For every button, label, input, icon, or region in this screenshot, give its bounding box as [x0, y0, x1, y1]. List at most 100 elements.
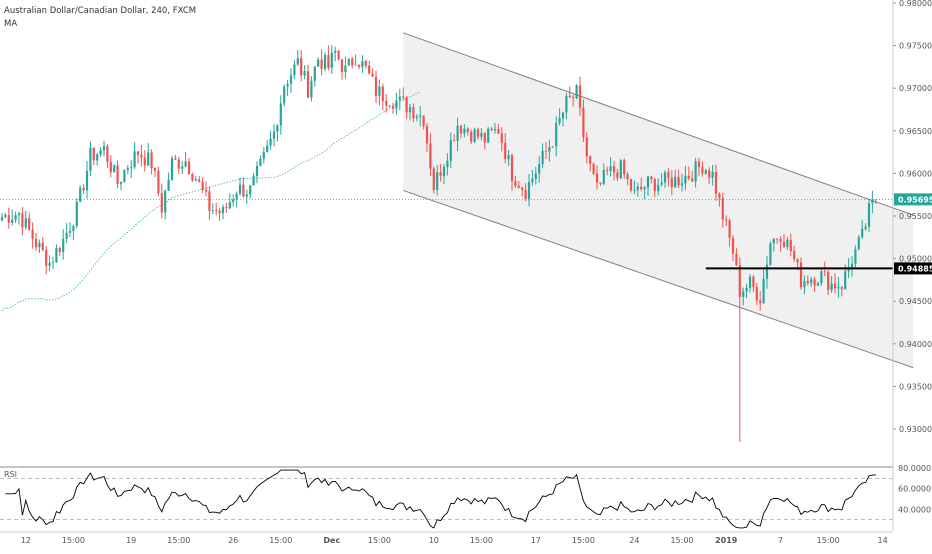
candle-body — [871, 199, 874, 204]
candle — [306, 64, 310, 99]
candle-body — [374, 76, 378, 96]
candle-body — [680, 183, 684, 186]
candle — [259, 155, 262, 167]
candle-body — [14, 215, 17, 220]
candle-body — [126, 168, 129, 170]
candle — [694, 157, 697, 188]
candle — [487, 126, 490, 144]
rsi-pane: RSI — [0, 466, 893, 529]
candle — [504, 133, 507, 164]
candle — [340, 59, 344, 80]
candle-body — [177, 159, 180, 169]
candle-body — [786, 239, 789, 247]
candle — [116, 160, 119, 189]
candle — [429, 133, 432, 177]
candle — [578, 76, 582, 116]
current-price-tag: 0.95695 — [894, 193, 932, 206]
candle — [85, 160, 89, 199]
candle-body — [483, 133, 486, 143]
candle-body — [191, 173, 194, 181]
candle — [89, 141, 92, 177]
candle — [568, 86, 571, 99]
candle-body — [153, 168, 157, 171]
candle-body — [357, 64, 361, 67]
time-axis-label: Dec — [323, 536, 340, 545]
candle-body — [725, 219, 728, 221]
candle — [408, 104, 412, 121]
candle — [497, 123, 500, 135]
candle-body — [534, 173, 537, 179]
candle — [789, 233, 792, 257]
price-tag-label: 0.94885 — [898, 264, 932, 273]
candle — [198, 175, 201, 183]
candle — [167, 172, 170, 191]
price-tag-box — [894, 193, 932, 206]
candle — [106, 144, 109, 168]
candle-body — [820, 271, 823, 284]
candle — [126, 164, 129, 175]
candle-body — [803, 280, 806, 288]
candle — [534, 166, 537, 185]
candle-body — [337, 50, 340, 60]
candle-body — [446, 160, 449, 167]
candle-body — [170, 158, 174, 180]
candle-body — [113, 165, 116, 173]
candle-body — [813, 279, 816, 286]
indicator-label[interactable]: MA — [4, 19, 18, 29]
price-axis-label: 0.95500 — [899, 212, 932, 221]
candle — [14, 211, 17, 223]
candle — [28, 212, 31, 232]
candle — [864, 223, 867, 231]
candle-body — [211, 210, 214, 211]
candle-body — [255, 165, 259, 176]
candle — [272, 124, 276, 147]
candle-body — [718, 193, 721, 198]
candle-body — [119, 181, 123, 184]
candle-body — [544, 150, 548, 152]
candle-body — [769, 243, 772, 265]
candle — [510, 153, 514, 191]
candle — [606, 166, 609, 176]
candle-body — [643, 187, 646, 190]
candle-body — [548, 147, 551, 152]
candle — [0, 212, 4, 222]
candle — [735, 248, 738, 267]
candle — [490, 127, 493, 132]
candle — [786, 236, 789, 250]
candle — [320, 49, 323, 76]
candle-body — [653, 179, 656, 192]
candle-body — [646, 176, 650, 188]
candle — [184, 151, 187, 168]
candle-body — [361, 61, 364, 67]
candle — [58, 246, 61, 256]
candle-body — [269, 138, 272, 146]
candle — [170, 155, 174, 182]
candle-body — [782, 241, 786, 247]
price-axis-label: 0.95000 — [899, 255, 932, 264]
rsi-label: RSI — [4, 470, 17, 479]
candle — [327, 45, 330, 71]
candle — [109, 155, 112, 178]
candle-body — [351, 58, 354, 66]
candle-body — [181, 166, 184, 169]
candle-body — [17, 213, 21, 216]
candle-body — [55, 248, 58, 263]
candle-body — [677, 176, 680, 186]
candle-body — [75, 201, 78, 226]
candle-body — [279, 103, 282, 126]
candle-body — [755, 287, 758, 301]
candle-body — [242, 184, 245, 197]
candle-body — [334, 50, 337, 53]
candle — [871, 190, 874, 214]
candle — [463, 124, 466, 138]
price-axis-label: 0.93500 — [899, 382, 932, 391]
candle-body — [385, 100, 388, 106]
candle-body — [697, 161, 701, 168]
candle-body — [640, 186, 643, 190]
candle-body — [670, 178, 673, 188]
candle — [405, 95, 408, 120]
candle — [646, 175, 650, 196]
candle — [677, 169, 680, 188]
candle — [742, 287, 745, 306]
